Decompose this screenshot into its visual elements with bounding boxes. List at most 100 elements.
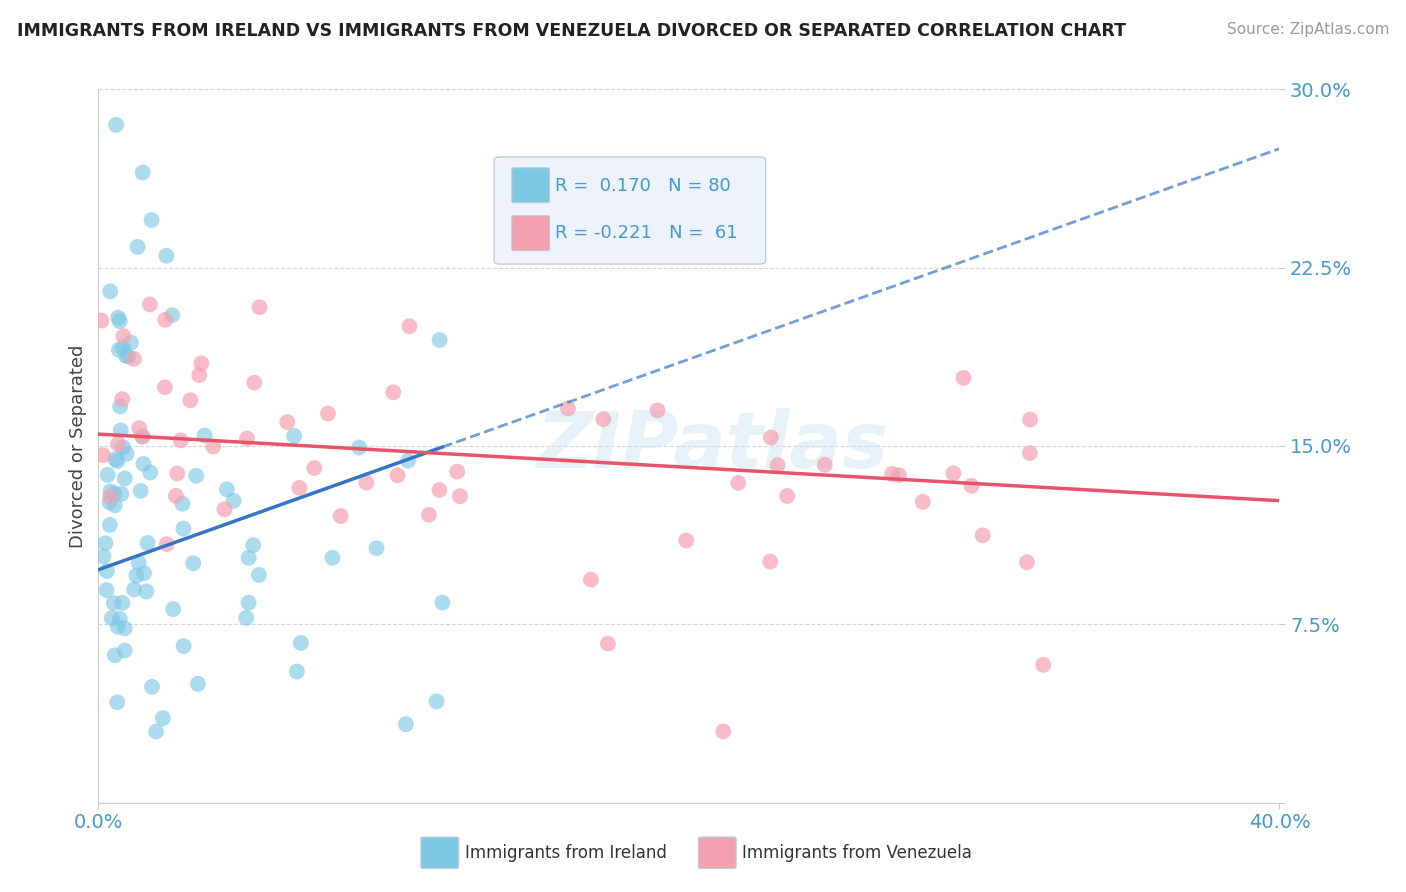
Point: [111, 440, 134, 454]
Point: [1018, 446, 1040, 460]
Point: [316, 407, 339, 421]
Point: [347, 441, 370, 455]
Point: [131, 429, 153, 443]
Point: [111, 596, 134, 610]
Point: [249, 301, 271, 315]
Point: [1019, 412, 1042, 426]
Point: [727, 475, 749, 490]
Point: [125, 568, 148, 582]
Point: [190, 356, 212, 370]
Point: [235, 611, 257, 625]
Point: [596, 637, 619, 651]
Point: [139, 297, 162, 311]
Point: [108, 612, 131, 626]
Point: [396, 453, 419, 467]
Point: [242, 538, 264, 552]
Point: [93, 549, 115, 564]
Point: [155, 313, 177, 327]
Point: [91, 448, 114, 462]
Point: [766, 458, 789, 473]
Point: [179, 393, 201, 408]
Point: [759, 555, 782, 569]
Point: [139, 466, 162, 480]
Point: [214, 502, 236, 516]
Point: [115, 447, 138, 461]
Point: [432, 596, 454, 610]
FancyBboxPatch shape: [420, 837, 458, 869]
Point: [104, 648, 127, 663]
Point: [90, 313, 112, 327]
Point: [162, 308, 183, 322]
Point: [141, 680, 163, 694]
Point: [165, 489, 187, 503]
Point: [110, 487, 132, 501]
FancyBboxPatch shape: [512, 216, 550, 251]
FancyBboxPatch shape: [512, 168, 550, 202]
Point: [814, 458, 837, 472]
Point: [122, 582, 145, 597]
Point: [1015, 555, 1038, 569]
Point: [429, 333, 451, 347]
Point: [285, 665, 308, 679]
Point: [446, 465, 468, 479]
Point: [98, 517, 121, 532]
Point: [238, 596, 260, 610]
Point: [107, 437, 129, 451]
Point: [395, 717, 418, 731]
Point: [290, 636, 312, 650]
Point: [112, 341, 135, 355]
Point: [98, 495, 121, 509]
Point: [304, 461, 326, 475]
Point: [152, 711, 174, 725]
Point: [776, 489, 799, 503]
Point: [194, 428, 217, 442]
Point: [942, 467, 965, 481]
Point: [117, 350, 139, 364]
Point: [960, 479, 983, 493]
Point: [188, 368, 211, 383]
Text: ZIPatlas: ZIPatlas: [537, 408, 889, 484]
Point: [105, 118, 128, 132]
Point: [236, 432, 259, 446]
Point: [162, 602, 184, 616]
Point: [972, 528, 994, 542]
Point: [120, 335, 142, 350]
Text: Immigrants from Ireland: Immigrants from Ireland: [464, 844, 666, 862]
Point: [759, 430, 782, 444]
Point: [96, 582, 118, 597]
Point: [276, 415, 298, 429]
Point: [675, 533, 697, 548]
Point: [172, 522, 194, 536]
Point: [882, 467, 904, 481]
Point: [243, 376, 266, 390]
Point: [202, 440, 225, 454]
Point: [96, 564, 118, 578]
Point: [128, 421, 150, 435]
Text: Immigrants from Venezuela: Immigrants from Venezuela: [742, 844, 972, 862]
Point: [557, 401, 579, 416]
Point: [247, 568, 270, 582]
Point: [107, 310, 129, 325]
Text: Source: ZipAtlas.com: Source: ZipAtlas.com: [1226, 22, 1389, 37]
Text: R =  0.170   N = 80: R = 0.170 N = 80: [555, 177, 731, 194]
Point: [97, 467, 120, 482]
Point: [127, 240, 149, 254]
Point: [100, 484, 122, 499]
Point: [186, 468, 208, 483]
Point: [135, 584, 157, 599]
Point: [104, 498, 127, 512]
Point: [132, 165, 155, 179]
Point: [114, 471, 136, 485]
Point: [108, 400, 131, 414]
Point: [592, 412, 614, 426]
Point: [114, 621, 136, 635]
Text: R = -0.221   N =  61: R = -0.221 N = 61: [555, 225, 738, 243]
Point: [114, 349, 136, 363]
FancyBboxPatch shape: [494, 157, 766, 264]
Point: [108, 343, 131, 357]
Point: [128, 556, 150, 570]
Point: [579, 573, 602, 587]
Point: [170, 434, 193, 448]
Point: [329, 509, 352, 524]
Point: [108, 314, 131, 328]
